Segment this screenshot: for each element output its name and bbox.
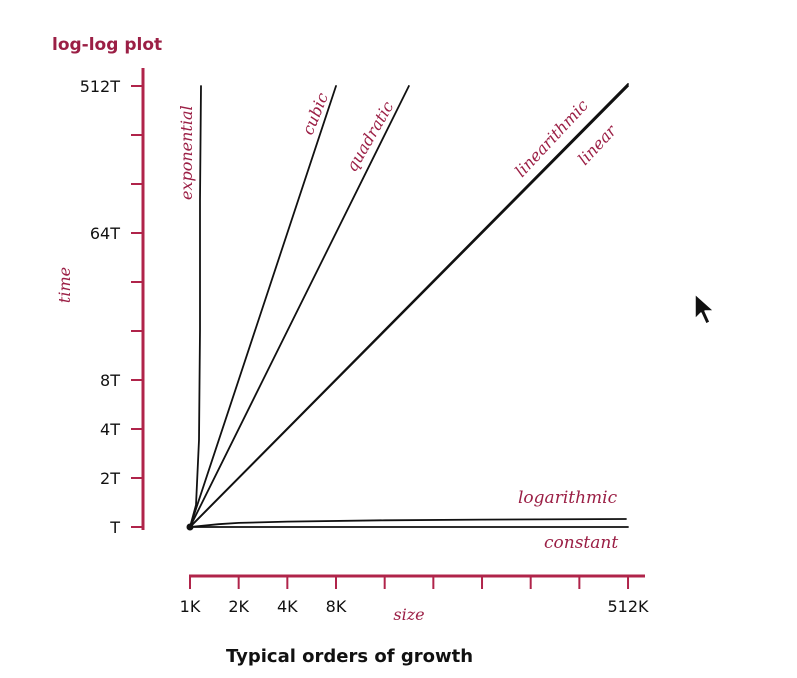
y-tick-label: 4T	[100, 420, 120, 439]
y-tick-label: 512T	[80, 77, 121, 96]
x-tick-label: 1K	[180, 597, 201, 616]
y-tick-labels: T 2T 4T 8T 64T 512T	[80, 77, 121, 537]
series-label-constant: constant	[544, 533, 618, 553]
series-line-quadratic	[189, 85, 410, 528]
x-tick-label: 8K	[326, 597, 347, 616]
series-label-exponential: exponential	[177, 105, 196, 200]
series-label-logarithmic: logarithmic	[518, 488, 618, 508]
series-line-cubic	[189, 85, 337, 528]
y-tick-label: T	[109, 518, 120, 537]
chart-title: log-log plot	[52, 35, 162, 55]
y-axis-label: time	[55, 267, 74, 303]
series-line-logarithmic	[189, 518, 627, 528]
y-minor-ticks	[131, 85, 143, 528]
mouse-pointer-icon	[694, 293, 715, 325]
series-label-linearithmic: linearithmic	[511, 96, 592, 181]
series-label-linear: linear	[574, 120, 621, 168]
y-tick-label: 64T	[90, 224, 120, 243]
x-tick-label: 512K	[608, 597, 650, 616]
y-tick-label: 2T	[100, 469, 120, 488]
y-tick-label: 8T	[100, 371, 120, 390]
origin-point	[186, 523, 194, 531]
x-tick-label: 2K	[228, 597, 249, 616]
series-line-linear	[189, 85, 629, 528]
x-axis-label: size	[393, 605, 424, 624]
series-lines	[186, 83, 629, 531]
series-line-exponential	[189, 85, 202, 528]
x-tick-labels: 1K 2K 4K 8K 512K	[180, 597, 649, 616]
chart-caption: Typical orders of growth	[226, 646, 473, 667]
x-tick-label: 4K	[277, 597, 298, 616]
x-minor-ticks	[189, 576, 630, 589]
